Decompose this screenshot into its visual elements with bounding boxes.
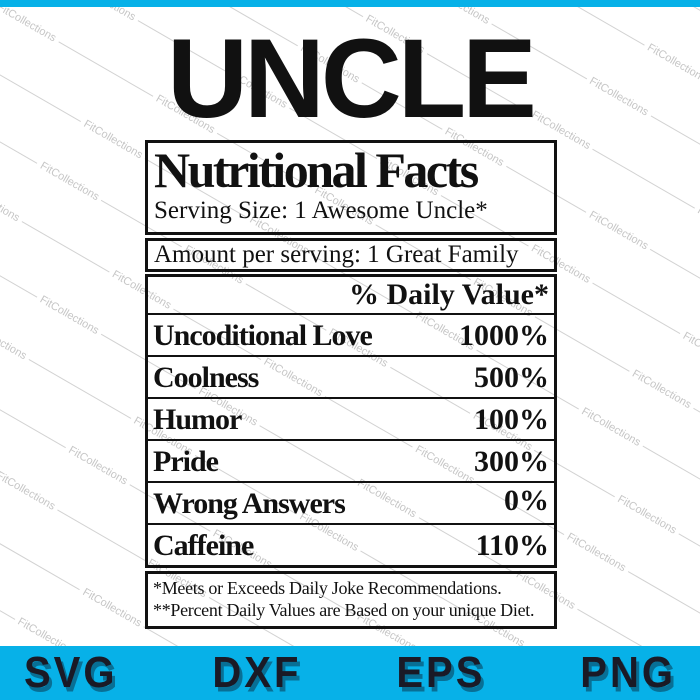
table-row-wrong-answers: Wrong Answers 0% (148, 483, 554, 525)
row-label: Humor (153, 402, 242, 436)
row-value: 1000% (459, 318, 549, 352)
amount-per-serving-box: Amount per serving: 1 Great Family (145, 237, 557, 272)
nutrition-label: Nutritional Facts Serving Size: 1 Awesom… (145, 140, 557, 629)
label-title: Nutritional Facts (154, 142, 479, 198)
footnotes-box: *Meets or Exceeds Daily Joke Recommendat… (145, 570, 557, 629)
format-bar: SVG DXF EPS PNG (0, 646, 700, 700)
watermark-text: FitCollections (0, 469, 58, 513)
table-row-coolness: Coolness 500% (148, 357, 554, 399)
format-eps: EPS (396, 648, 486, 697)
table-row-pride: Pride 300% (148, 441, 554, 483)
row-label: Coolness (153, 360, 259, 394)
format-png: PNG (580, 648, 676, 697)
format-dxf: DXF (212, 648, 302, 697)
row-label: Pride (153, 444, 219, 478)
watermark-text: FitCollections (587, 208, 651, 253)
watermark-text: FitCollections (37, 293, 101, 337)
watermark-text: FitCollections (615, 493, 679, 537)
footnote-1: *Meets or Exceeds Daily Joke Recommendat… (153, 577, 502, 598)
watermark-text: FitCollections (66, 444, 130, 488)
row-value: 0% (504, 483, 549, 517)
watermark-text: FitCollections (38, 159, 102, 204)
watermark-text: FitCollections (680, 329, 700, 374)
watermark-text: FitCollections (579, 405, 643, 449)
serving-size-text: Serving Size: 1 Awesome Uncle* (154, 197, 488, 224)
row-value: 500% (474, 360, 549, 394)
watermark-text: FitCollections (80, 586, 144, 630)
watermark-text: FitCollections (564, 530, 628, 575)
amount-per-serving-text: Amount per serving: 1 Great Family (154, 240, 519, 268)
watermark-text: FitCollections (630, 367, 694, 412)
row-label: Caffeine (153, 528, 254, 562)
daily-value-table: % Daily Value* Uncoditional Love 1000% C… (145, 273, 557, 568)
row-label: Wrong Answers (153, 486, 346, 520)
table-row-unconditional-love: Uncoditional Love 1000% (148, 315, 554, 357)
table-row-humor: Humor 100% (148, 399, 554, 441)
top-accent-strip (0, 0, 700, 7)
label-header-box: Nutritional Facts Serving Size: 1 Awesom… (145, 140, 557, 235)
daily-value-header: % Daily Value* (148, 277, 554, 315)
title-uncle: UNCLE (167, 16, 537, 141)
watermark-text: FitCollections (0, 318, 29, 363)
table-row-caffeine: Caffeine 110% (148, 525, 554, 565)
format-svg: SVG (24, 648, 118, 697)
row-value: 300% (474, 444, 549, 478)
row-value: 110% (475, 528, 549, 562)
row-label: Uncoditional Love (153, 318, 373, 352)
watermark-text: FitCollections (695, 204, 700, 248)
row-value: 100% (474, 402, 549, 436)
footnote-2: **Percent Daily Values are Based on your… (153, 599, 535, 620)
watermark-text: FitCollections (0, 180, 22, 225)
